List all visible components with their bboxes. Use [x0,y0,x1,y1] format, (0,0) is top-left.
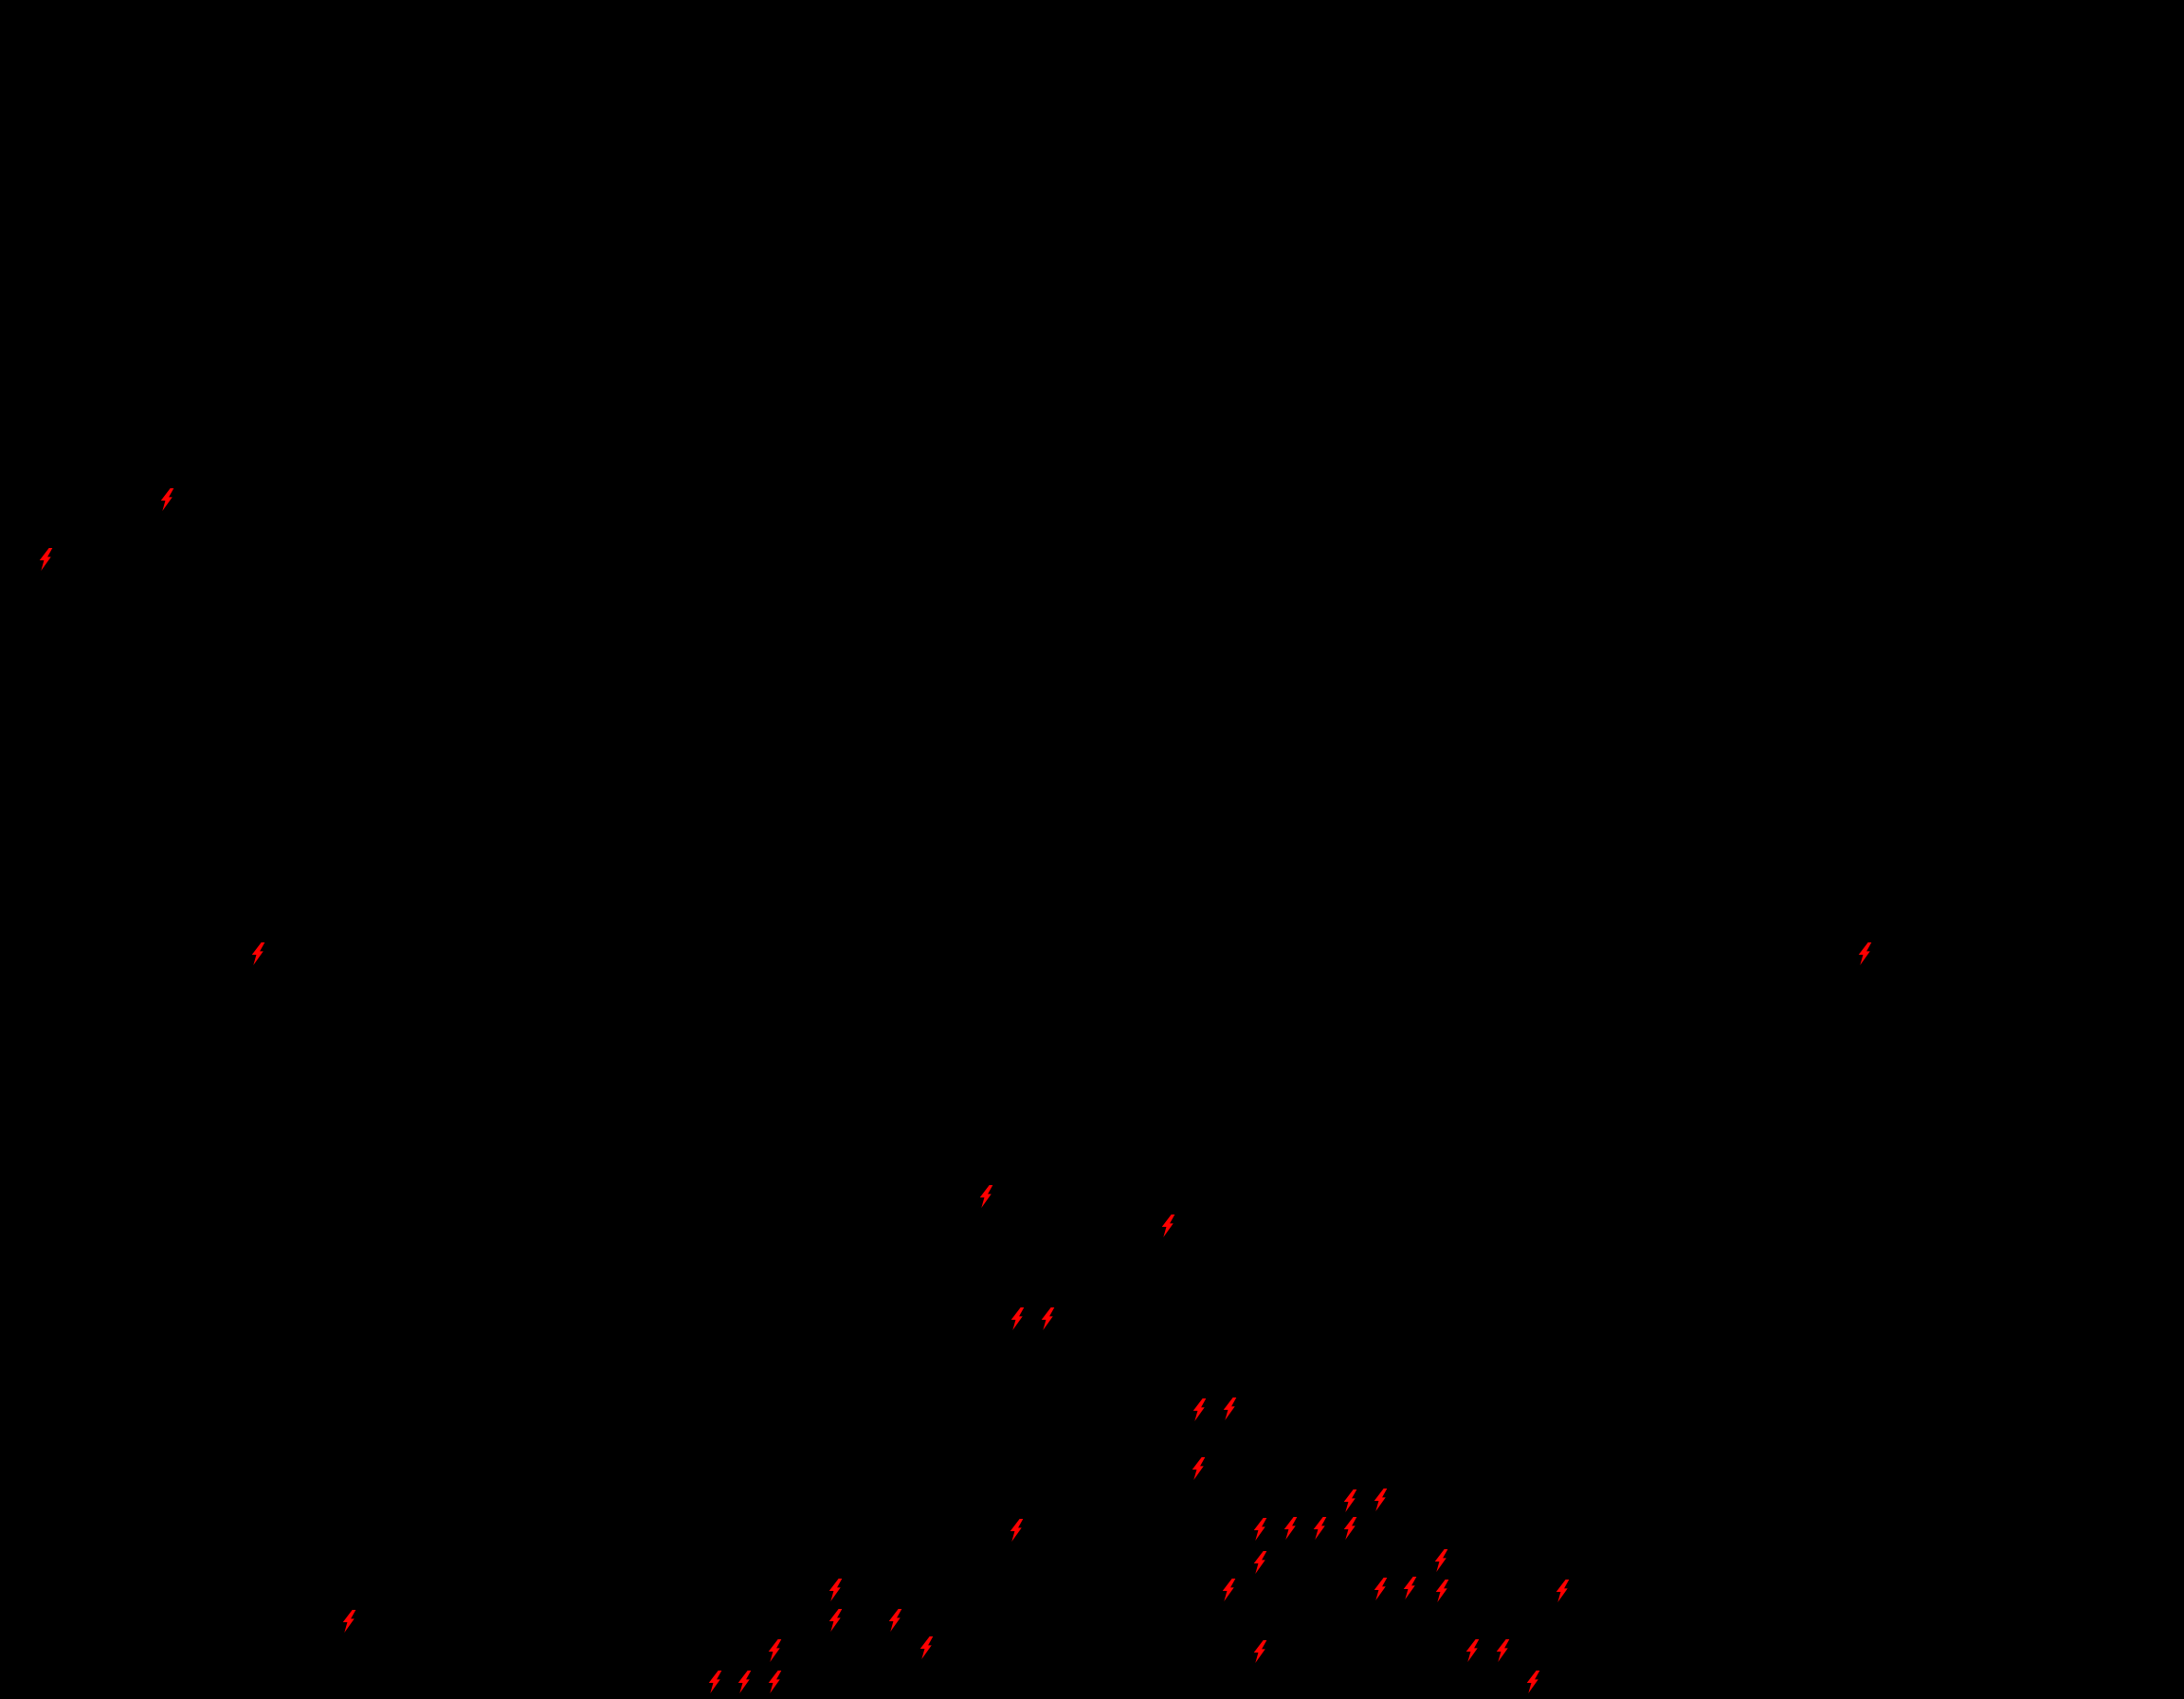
lightning-bolt-icon [39,548,53,571]
lightning-bolt-icon [1434,1549,1448,1572]
lightning-bolt-icon [1343,1489,1357,1512]
lightning-bolt-icon [888,1609,902,1632]
lightning-bolt-icon [1253,1518,1267,1541]
lightning-bolt-icon [708,1671,722,1693]
lightning-bolt-icon [1041,1307,1055,1330]
lightning-bolt-icon [1010,1519,1024,1542]
lightning-bolt-icon [1403,1577,1417,1599]
lightning-bolt-icon [251,942,265,965]
lightning-bolt-icon [1313,1517,1327,1540]
lightning-bolt-icon [979,1185,993,1208]
lightning-bolt-icon [1526,1671,1540,1693]
lightning-bolt-icon [1192,1457,1206,1480]
lightning-bolt-icon [1010,1307,1025,1330]
lightning-bolt-icon [1253,1640,1267,1663]
lightning-bolt-icon [1253,1551,1267,1574]
lightning-bolt-icon [1435,1580,1449,1602]
lightning-bolt-icon [342,1610,356,1633]
lightning-bolt-icon [1343,1517,1357,1540]
lightning-bolt-icon [828,1609,843,1632]
lightning-bolt-icon [1192,1398,1207,1421]
lightning-bolt-icon [1161,1215,1175,1237]
lightning-bolt-icon [1223,1398,1237,1420]
lightning-bolt-icon [1374,1489,1388,1511]
lightning-bolt-icon [1283,1517,1298,1540]
lightning-bolt-icon [1465,1639,1480,1662]
lightning-bolt-icon [1858,942,1872,965]
lightning-bolt-icon [1374,1578,1388,1600]
lightning-bolt-icon [1496,1639,1510,1662]
lightning-bolt-icon [1556,1580,1570,1602]
lightning-bolt-icon [768,1671,782,1693]
lightning-bolt-icon [1222,1579,1236,1601]
lightning-bolt-icon [160,488,174,511]
lightning-bolt-icon [768,1639,782,1662]
lightning-bolt-icon [737,1671,752,1693]
lightning-bolt-icon [828,1579,843,1601]
lightning-bolt-icon [919,1636,934,1659]
